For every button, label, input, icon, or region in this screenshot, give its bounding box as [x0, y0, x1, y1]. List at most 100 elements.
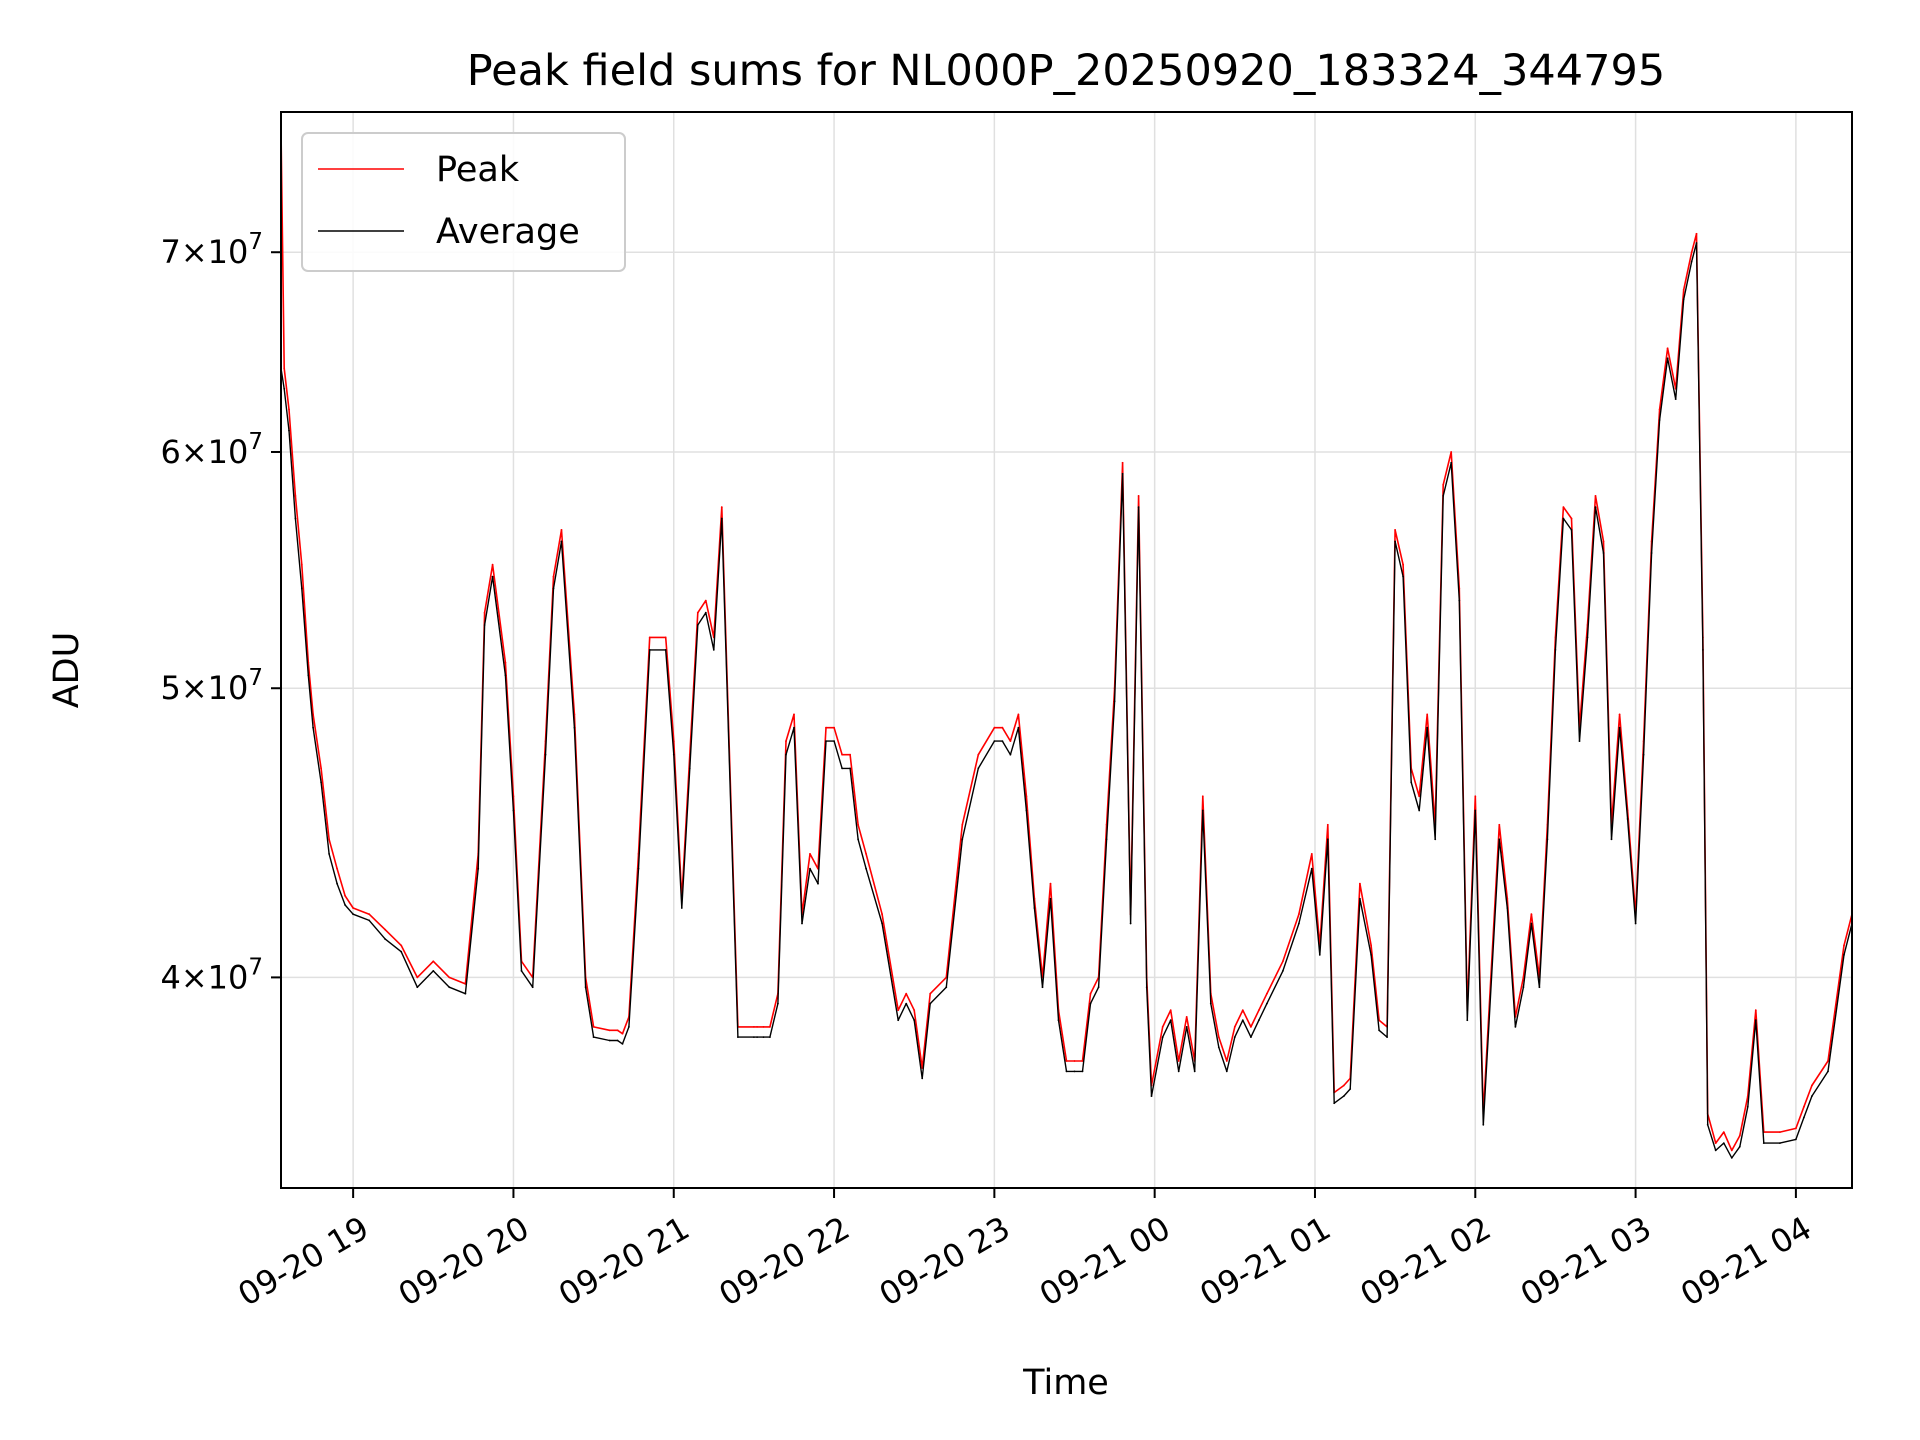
average-data-point	[552, 587, 555, 590]
average-data-point	[1025, 809, 1028, 812]
peak-data-point	[1426, 713, 1429, 716]
average-data-point	[1530, 922, 1533, 925]
average-data-point	[1811, 1095, 1813, 1097]
average-data-point	[477, 867, 480, 870]
average-data-point	[897, 1019, 900, 1022]
average-data-point	[1258, 1019, 1260, 1022]
peak-data-point	[336, 867, 338, 870]
y-tick-label: 7×107	[160, 229, 263, 271]
peak-data-point	[312, 713, 314, 716]
y-tick-base: 10	[208, 958, 249, 996]
peak-data-point	[1298, 913, 1300, 916]
average-data-point	[573, 726, 576, 729]
peak-data-point	[785, 740, 787, 742]
average-data-point	[1458, 599, 1461, 602]
peak-data-point	[1201, 795, 1204, 798]
peak-data-point	[897, 1009, 900, 1012]
y-tick-times-sign: ×	[181, 233, 208, 271]
average-data-point	[961, 838, 964, 841]
average-data-point	[1658, 419, 1661, 421]
peak-data-point	[913, 1009, 916, 1012]
average-data-point	[1326, 838, 1329, 841]
y-tick-exponent: 7	[248, 429, 263, 455]
average-data-point	[344, 904, 346, 906]
peak-data-point	[592, 1026, 595, 1028]
average-data-point	[1318, 954, 1321, 956]
average-data-point	[1578, 740, 1581, 742]
average-data-point	[531, 986, 534, 989]
average-data-point	[464, 992, 467, 995]
average-data-point	[1073, 1070, 1076, 1073]
average-data-point	[400, 950, 403, 953]
average-data-point	[696, 624, 699, 626]
average-data-point	[1418, 809, 1421, 812]
average-data-point	[1017, 726, 1020, 729]
peak-data-point	[1682, 288, 1685, 291]
peak-data-point	[1161, 1026, 1164, 1028]
average-data-point	[1538, 986, 1541, 989]
average-data-point	[769, 1036, 771, 1038]
peak-data-point	[1803, 1105, 1805, 1108]
average-data-point	[1001, 740, 1004, 742]
average-data-point	[1466, 1019, 1469, 1022]
average-data-point	[841, 767, 843, 770]
peak-data-point	[1017, 713, 1020, 716]
average-data-point	[777, 1002, 779, 1005]
peak-data-point	[616, 1029, 619, 1032]
average-data-point	[1506, 907, 1509, 909]
average-data-point	[1359, 897, 1361, 900]
peak-data-point	[560, 529, 563, 531]
legend-average-label: Average	[436, 212, 580, 252]
peak-data-point	[1722, 1131, 1725, 1133]
peak-data-point	[865, 853, 867, 855]
average-data-point	[1754, 1019, 1757, 1022]
average-data-point	[1410, 781, 1413, 784]
peak-data-point	[1121, 461, 1124, 464]
average-data-point	[1474, 809, 1477, 812]
average-data-point	[1803, 1116, 1805, 1119]
peak-data-point	[1714, 1142, 1717, 1144]
average-data-point	[1217, 1046, 1220, 1049]
peak-data-point	[1779, 1131, 1781, 1133]
peak-data-point	[448, 976, 451, 979]
average-data-point	[384, 938, 387, 940]
average-data-point	[1702, 649, 1704, 651]
average-data-point	[1057, 1019, 1060, 1022]
peak-data-point	[344, 894, 346, 897]
average-data-point	[1225, 1070, 1228, 1073]
average-data-point	[1795, 1138, 1797, 1141]
average-data-point	[416, 986, 419, 989]
peak-data-point	[1498, 823, 1501, 826]
legend-peak-label: Peak	[436, 150, 520, 190]
average-data-point	[1310, 867, 1313, 870]
y-tick-base: 10	[208, 433, 249, 471]
peak-data-point	[1089, 992, 1092, 995]
average-data-point	[737, 1036, 739, 1038]
legend: Peak Average	[301, 132, 626, 272]
peak-data-point	[1342, 1084, 1345, 1087]
y-axis-label: ADU	[47, 632, 87, 709]
average-data-point	[1049, 897, 1052, 900]
peak-data-point	[1081, 1060, 1084, 1062]
average-data-point	[1827, 1070, 1829, 1073]
average-data-point	[945, 986, 948, 989]
peak-data-point	[696, 611, 699, 614]
average-data-point	[929, 1002, 932, 1005]
peak-data-point	[1185, 1016, 1188, 1018]
average-data-point	[881, 922, 883, 925]
peak-data-point	[400, 944, 403, 947]
average-data-point	[1610, 838, 1613, 841]
peak-data-point	[1169, 1009, 1172, 1012]
peak-data-point	[1009, 740, 1012, 742]
average-data-point	[1033, 907, 1036, 909]
peak-data-point	[881, 913, 883, 916]
average-data-point	[825, 740, 827, 742]
average-data-point	[1738, 1145, 1741, 1148]
average-data-point	[288, 429, 290, 432]
peak-data-point	[825, 726, 827, 729]
average-data-point	[793, 726, 795, 729]
average-data-point	[283, 387, 286, 390]
y-tick-times-sign: ×	[181, 669, 208, 707]
average-data-point	[1386, 1036, 1388, 1038]
average-data-point	[560, 540, 563, 543]
